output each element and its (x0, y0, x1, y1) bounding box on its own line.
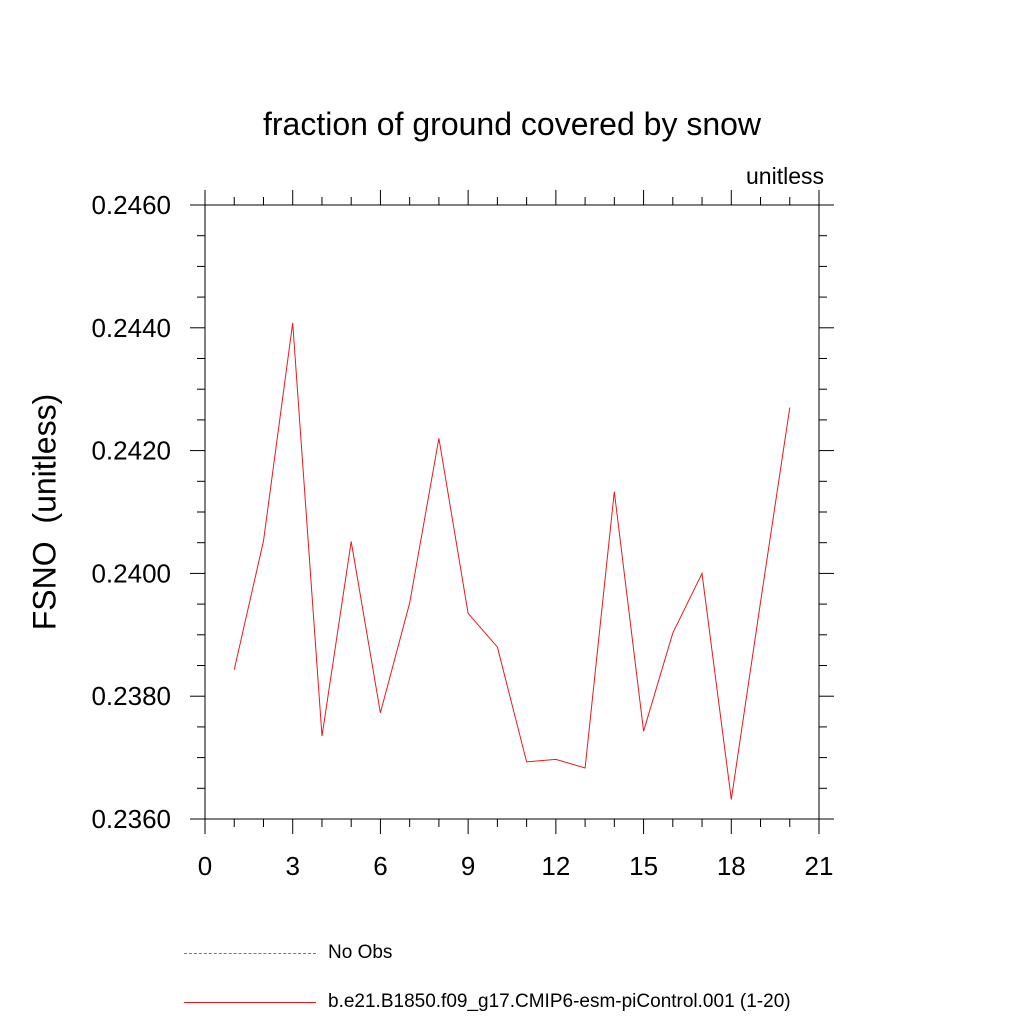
plot-frame (204, 204, 820, 820)
legend-label: b.e21.B1850.f09_g17.CMIP6-esm-piControl.… (328, 991, 791, 1012)
x-tick-label: 3 (285, 851, 299, 881)
y-tick-label: 0.2380 (91, 681, 171, 711)
x-tick-label: 21 (805, 851, 834, 881)
x-tick-label: 9 (461, 851, 475, 881)
chart-title: fraction of ground covered by snow (262, 106, 762, 142)
x-tick-label: 12 (541, 851, 570, 881)
legend-item-model-run: b.e21.B1850.f09_g17.CMIP6-esm-piControl.… (184, 987, 791, 1017)
series-layer (233, 322, 791, 800)
y-tick-label: 0.2440 (91, 313, 171, 343)
y-tick-label: 0.2460 (91, 190, 171, 220)
legend-item-no-obs: No Obs (184, 938, 392, 968)
units-label: unitless (746, 163, 824, 189)
legend-swatch-dashed (184, 952, 316, 954)
legend-swatch-solid (184, 1001, 316, 1003)
y-axis-label: FSNO (unitless) (26, 393, 63, 631)
y-tick-label: 0.2360 (91, 804, 171, 834)
x-tick-label: 15 (629, 851, 658, 881)
x-tick-label: 18 (717, 851, 746, 881)
x-tick-label: 0 (198, 851, 212, 881)
x-tick-label: 6 (373, 851, 387, 881)
y-tick-label: 0.2400 (91, 558, 171, 588)
axis-ticks: 0 3 6 9 12 15 18 21 0.2360 0.2380 0.2400 0.2420 0.24… (91, 190, 834, 881)
legend-label: No Obs (328, 942, 393, 963)
series-line (233, 322, 791, 800)
y-tick-label: 0.2420 (91, 436, 171, 466)
